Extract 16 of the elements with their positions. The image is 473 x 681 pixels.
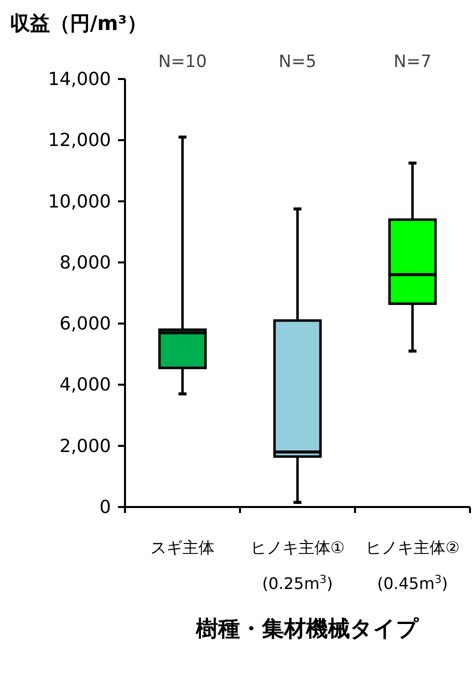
y-tick-label: 8,000: [59, 252, 111, 274]
text: N=5: [278, 52, 316, 72]
x-tick-label: スギ主体: [150, 538, 214, 557]
x-axis-title: 樹種・集材機械タイプ: [195, 617, 419, 642]
x-tick-label: ヒノキ主体② (0.45m$^{3}$): [365, 538, 460, 593]
y-tick-label: 6,000: [59, 314, 111, 335]
y-tick-label: 2,000: [59, 436, 111, 457]
x-tick-label: ヒノキ主体① (0.25m$^{3}$): [250, 538, 345, 593]
y-tick-label: 4,000: [59, 374, 111, 396]
text: N=7: [394, 52, 432, 72]
y-tick-label: 14,000: [48, 69, 111, 90]
y-tick-label: 10,000: [48, 191, 111, 212]
y-axis-title: 収益（円/m³）: [10, 11, 147, 35]
y-tick-label: 0: [100, 497, 111, 518]
text: N=10: [158, 52, 207, 72]
y-tick-label: 12,000: [48, 130, 111, 152]
